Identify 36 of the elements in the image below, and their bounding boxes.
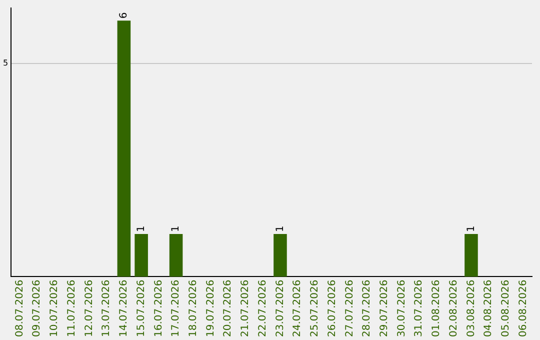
- x-tick-label: 06.08.2026: [518, 280, 529, 338]
- data-label: 1: [274, 226, 286, 232]
- x-tick-label: 27.07.2026: [344, 280, 356, 338]
- x-tick-label: 31.07.2026: [414, 280, 425, 338]
- x-tick-label: 13.07.2026: [101, 280, 112, 338]
- data-label: 1: [170, 226, 182, 232]
- data-label: 6: [118, 12, 130, 19]
- x-tick-label: 03.08.2026: [466, 280, 477, 338]
- x-tick-label: 20.07.2026: [222, 280, 234, 338]
- x-tick-label: 11.07.2026: [66, 280, 78, 338]
- y-tick-label: 5: [2, 58, 8, 68]
- x-tick-label: 01.08.2026: [431, 280, 442, 338]
- x-tick-label: 08.07.2026: [14, 280, 26, 338]
- x-tick-label: 23.07.2026: [274, 280, 286, 338]
- x-tick-label: 02.08.2026: [448, 280, 460, 338]
- x-tick-label: 17.07.2026: [170, 280, 182, 338]
- x-tick-label: 12.07.2026: [84, 280, 95, 338]
- x-tick-label: 18.07.2026: [188, 280, 199, 338]
- x-tick-label: 05.08.2026: [500, 280, 512, 338]
- x-tick-label: 28.07.2026: [362, 280, 373, 338]
- x-tick-label: 25.07.2026: [310, 280, 321, 338]
- x-tick-label: 15.07.2026: [136, 280, 147, 338]
- x-tick-label: 16.07.2026: [153, 280, 164, 338]
- x-tick-label: 09.07.2026: [32, 280, 43, 338]
- data-label: 1: [466, 226, 477, 232]
- x-tick-label: 30.07.2026: [396, 280, 408, 338]
- x-tick-label: 10.07.2026: [49, 280, 60, 338]
- x-tick-label: 26.07.2026: [326, 280, 338, 338]
- x-tick-label: 04.08.2026: [483, 280, 494, 338]
- x-tick-label: 29.07.2026: [379, 280, 390, 338]
- x-tick-label: 14.07.2026: [118, 280, 130, 338]
- x-tick-label: 19.07.2026: [205, 280, 216, 338]
- data-label: 1: [136, 226, 147, 232]
- x-tick-label: 21.07.2026: [240, 280, 252, 338]
- x-tick-label: 24.07.2026: [292, 280, 304, 338]
- x-tick-label: 22.07.2026: [257, 280, 268, 338]
